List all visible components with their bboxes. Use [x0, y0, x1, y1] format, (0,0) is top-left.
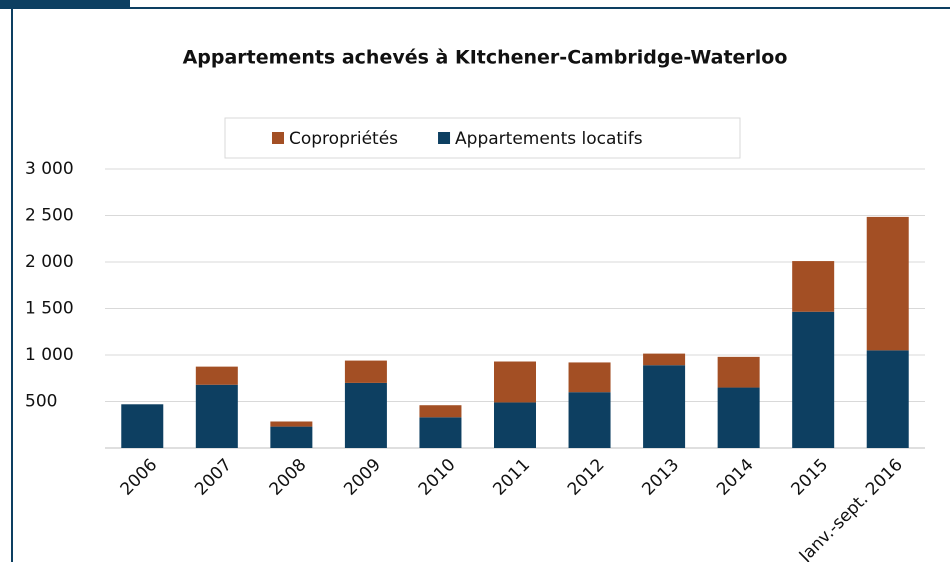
bar-segment [419, 405, 462, 418]
legend-swatch [438, 132, 451, 144]
x-tick-label: 2015 [788, 455, 833, 500]
bar-segment [419, 417, 462, 448]
bar-segment [270, 426, 313, 448]
legend-label: Copropriétés [289, 129, 398, 149]
y-tick-label: 500 [25, 392, 57, 412]
x-tick-label: 2007 [191, 455, 236, 500]
y-tick-label: 1 500 [25, 299, 74, 319]
x-tick-label: 2014 [713, 455, 758, 500]
bar-segment [792, 311, 835, 448]
chart-title: Appartements achevés à KItchener-Cambrid… [183, 47, 788, 69]
legend-label: Appartements locatifs [455, 129, 643, 149]
bar-segment [344, 360, 387, 383]
bar-segment [494, 361, 536, 403]
bar-segment [121, 404, 164, 448]
bar-segment [195, 384, 238, 448]
bar-segment [866, 350, 909, 448]
x-tick-label: 2012 [564, 455, 609, 500]
bar-segment [270, 421, 313, 427]
y-tick-label: 2 500 [25, 206, 74, 226]
bar-segment [568, 392, 611, 448]
corner-tab [0, 0, 130, 9]
bar-segment [792, 261, 835, 312]
y-tick-label: 3 000 [25, 159, 74, 179]
bar-segment [344, 382, 387, 448]
bar-segment [195, 366, 238, 385]
bar-segment [643, 353, 686, 366]
y-tick-label: 1 000 [25, 345, 74, 365]
x-tick-label: 2010 [415, 455, 460, 500]
bar-segment [494, 402, 536, 448]
x-tick-label: 2009 [340, 455, 385, 500]
bar-segment [717, 356, 760, 388]
legend-box [224, 117, 741, 159]
y-tick-label: 2 000 [25, 252, 74, 272]
bar-segment [866, 216, 909, 351]
bar-segment [717, 387, 760, 448]
legend-swatch [272, 132, 284, 144]
x-tick-label: 2013 [638, 455, 683, 500]
bar-segment [643, 365, 686, 448]
x-tick-label: 2006 [117, 455, 162, 500]
x-tick-label: 2008 [266, 455, 311, 500]
bar-segment [568, 362, 611, 393]
x-tick-label: 2011 [489, 455, 534, 500]
